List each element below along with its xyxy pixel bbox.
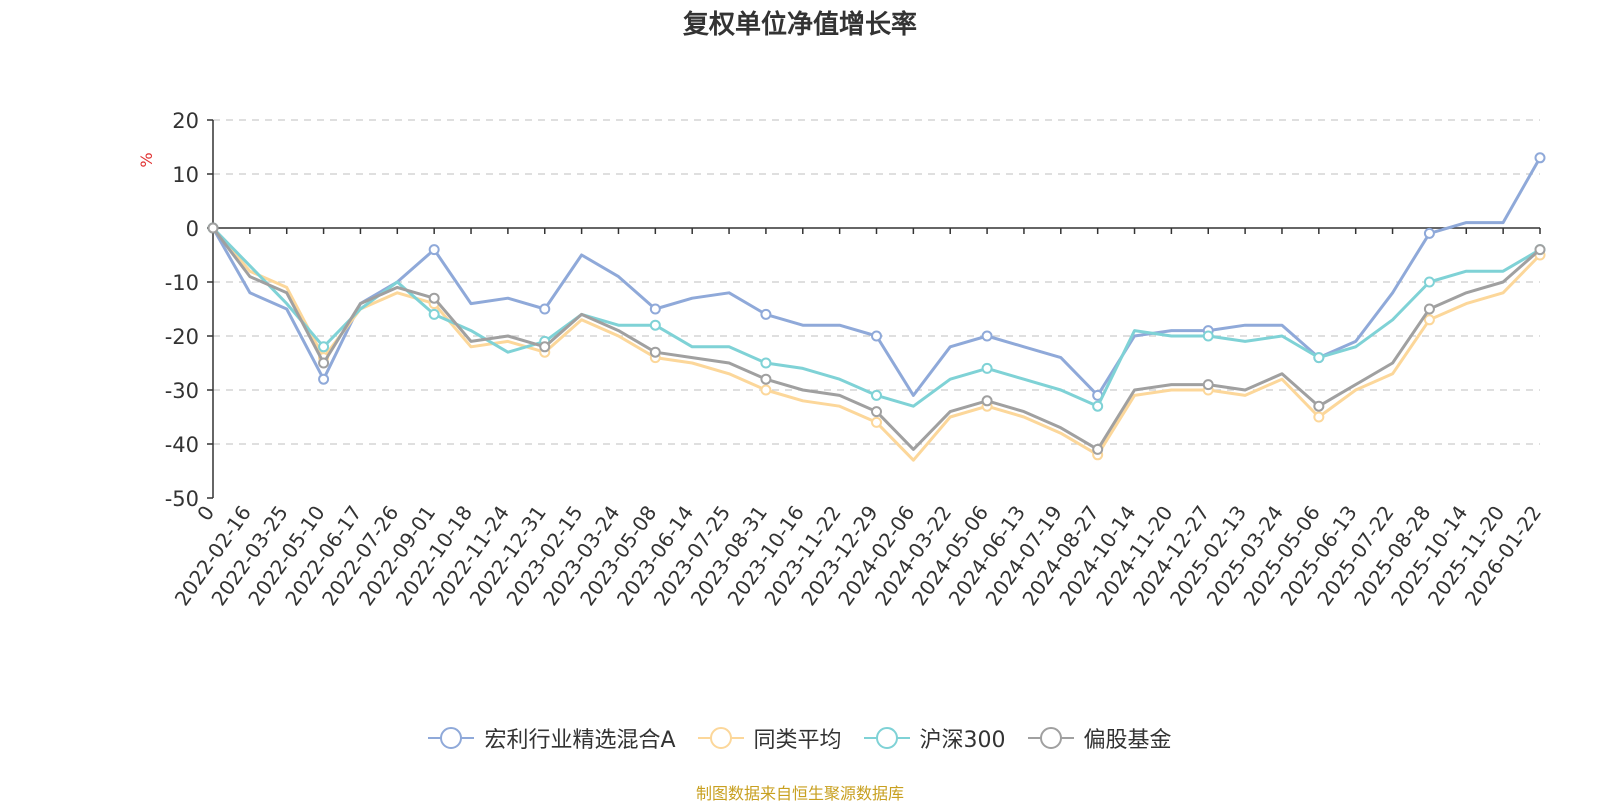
data-point[interactable] (428, 308, 440, 320)
data-point[interactable] (1423, 314, 1435, 326)
data-point[interactable] (1423, 303, 1435, 315)
data-point[interactable] (1202, 330, 1214, 342)
axes: 20100-10-20-30-40-5002022-02-162022-03-2… (165, 109, 1546, 610)
data-point[interactable] (318, 357, 330, 369)
series-line-0[interactable] (211, 156, 1542, 397)
y-tick-label: -40 (165, 433, 199, 457)
legend-line-circle-icon (697, 727, 744, 749)
data-point[interactable] (1423, 227, 1435, 239)
source-note: 制图数据来自恒生聚源数据库 (695, 784, 904, 803)
data-point[interactable] (981, 362, 993, 374)
y-tick-label: -30 (165, 379, 199, 403)
series-line-2[interactable] (211, 226, 1542, 408)
data-point[interactable] (871, 389, 882, 401)
y-tick-label: -20 (165, 325, 199, 349)
data-point[interactable] (871, 406, 882, 418)
data-point[interactable] (760, 373, 772, 385)
legend-label: 宏利行业精选混合A (484, 728, 676, 753)
x-tick-label: 0 (192, 501, 219, 525)
data-point[interactable] (428, 244, 440, 256)
data-point[interactable] (539, 303, 551, 315)
legend-item[interactable]: 宏利行业精选混合A (428, 722, 676, 754)
legend-item[interactable]: 偏股基金 (1027, 722, 1172, 754)
chart-title: 复权单位净值增长率 (682, 10, 917, 40)
legend-label: 沪深300 (919, 728, 1006, 753)
data-point[interactable] (428, 292, 440, 304)
y-tick-label: 10 (172, 163, 199, 187)
legend-line-circle-icon (1027, 727, 1074, 749)
data-point[interactable] (207, 222, 219, 234)
data-point[interactable] (760, 308, 772, 320)
y-axis-unit-label: % (137, 152, 156, 167)
data-point[interactable] (1534, 152, 1546, 164)
legend-label: 偏股基金 (1083, 728, 1172, 753)
data-point[interactable] (1092, 443, 1104, 455)
data-point[interactable] (649, 303, 661, 315)
data-point[interactable] (318, 373, 330, 385)
data-point[interactable] (760, 357, 772, 369)
data-point[interactable] (1313, 400, 1325, 412)
data-point[interactable] (871, 416, 882, 428)
legend-item[interactable]: 沪深300 (863, 722, 1006, 754)
data-point[interactable] (1202, 379, 1214, 391)
y-tick-label: -50 (165, 487, 199, 511)
data-point[interactable] (760, 384, 772, 396)
legend-line-circle-icon (428, 727, 475, 749)
data-point[interactable] (871, 330, 882, 342)
data-point[interactable] (539, 341, 551, 353)
legend-item[interactable]: 同类平均 (697, 722, 842, 754)
data-point[interactable] (1313, 352, 1325, 364)
data-point[interactable] (981, 395, 993, 407)
data-point[interactable] (1092, 400, 1104, 412)
y-tick-label: 0 (186, 217, 199, 241)
data-point[interactable] (1534, 244, 1546, 256)
data-point[interactable] (318, 341, 330, 353)
line-chart: 20100-10-20-30-40-5002022-02-162022-03-2… (137, 109, 1546, 610)
y-tick-label: -10 (165, 271, 199, 295)
data-point[interactable] (1423, 276, 1435, 288)
y-tick-label: 20 (172, 109, 199, 133)
legend-label: 同类平均 (753, 728, 842, 753)
series-lines (207, 152, 1546, 462)
data-point[interactable] (649, 346, 661, 358)
legend: 宏利行业精选混合A 同类平均 沪深300 偏股基金 (0, 722, 1600, 754)
data-point[interactable] (1313, 411, 1325, 423)
data-point[interactable] (649, 319, 661, 331)
data-point[interactable] (981, 330, 993, 342)
legend-line-circle-icon (863, 727, 910, 749)
